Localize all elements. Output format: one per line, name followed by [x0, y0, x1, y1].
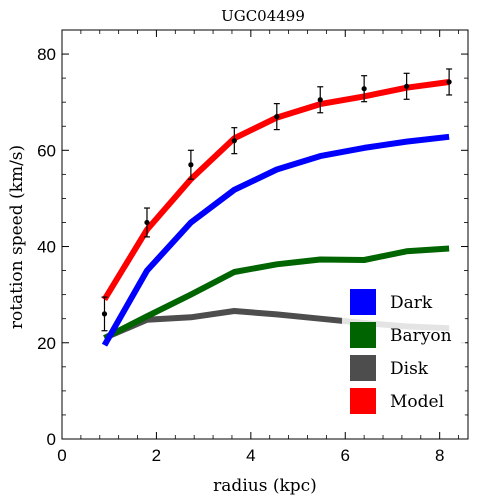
x-tick-label: 8 [435, 446, 444, 465]
data-point [317, 97, 323, 103]
data-point [404, 83, 410, 89]
series-line-dark [101, 133, 450, 347]
legend-label-baryon: Baryon [390, 326, 452, 346]
x-axis-label: radius (kpc) [213, 476, 317, 496]
legend-swatch-baryon [350, 322, 376, 348]
legend-swatch-disk [350, 355, 376, 381]
legend-swatch-model [350, 388, 376, 414]
observed-points [101, 68, 453, 332]
series-line-baryon [103, 245, 450, 341]
legend-label-model: Model [390, 392, 444, 412]
data-point [101, 311, 108, 317]
y-tick-label: 80 [37, 45, 56, 64]
y-axis-label: rotation speed (km/s) [7, 145, 27, 329]
y-tick-label: 60 [37, 141, 56, 160]
x-tick-label: 0 [57, 446, 66, 465]
x-tick-label: 4 [246, 446, 255, 465]
data-point [188, 162, 194, 168]
x-tick-label: 2 [152, 446, 161, 465]
legend-swatch-dark [350, 289, 376, 315]
data-point [361, 86, 367, 92]
data-point [231, 138, 237, 144]
y-tick-label: 20 [37, 334, 56, 353]
x-tick-label: 6 [341, 446, 350, 465]
data-point [446, 79, 452, 85]
plot-frame [61, 29, 469, 440]
legend: Dark Baryon Disk Model [342, 283, 465, 419]
y-tick-label: 40 [37, 238, 56, 257]
data-point [144, 219, 150, 226]
legend-label-disk: Disk [390, 359, 429, 379]
chart-title: UGC04499 [221, 7, 305, 25]
data-point [274, 114, 280, 120]
y-tick-label: 0 [47, 430, 56, 449]
legend-label-dark: Dark [390, 293, 433, 313]
